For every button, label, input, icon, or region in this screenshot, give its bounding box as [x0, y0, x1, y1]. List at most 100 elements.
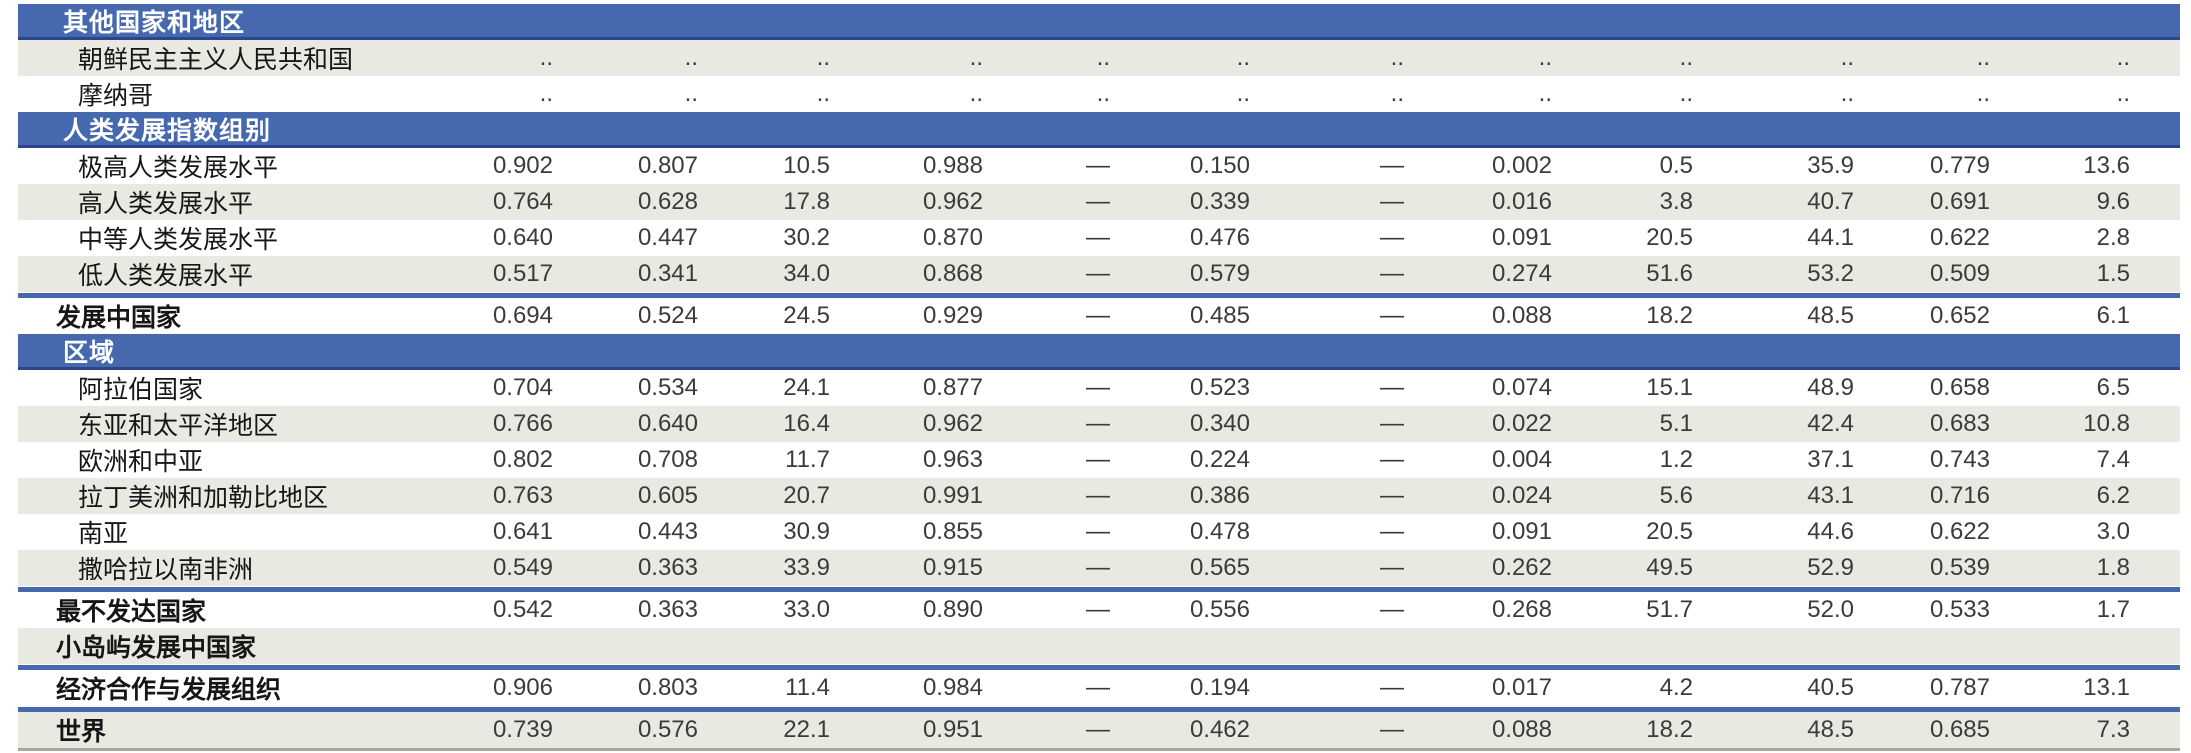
row-label: 阿拉伯国家: [78, 376, 204, 404]
value-cell: 13.6: [2083, 152, 2130, 179]
value-cell: ..: [1679, 80, 1693, 107]
value-cell: ..: [816, 44, 830, 71]
value-cell: 17.8: [783, 188, 830, 215]
value-cell: 20.7: [783, 482, 830, 509]
value-cell: —: [1086, 224, 1110, 251]
value-cell: 48.5: [1807, 716, 1854, 743]
row-label: 南亚: [78, 520, 129, 548]
row-label: 撒哈拉以南非洲: [78, 556, 254, 584]
value-cell: 0.640: [637, 410, 698, 437]
value-cell: —: [1086, 482, 1110, 509]
value-cell: 0.743: [1929, 446, 1990, 473]
value-cell: 51.6: [1646, 260, 1693, 287]
value-cell: —: [1086, 674, 1110, 701]
blue-separator-rule: [18, 665, 2180, 670]
value-cell: 11.4: [785, 674, 830, 701]
value-cell: 15.1: [1646, 374, 1693, 401]
value-cell: —: [1380, 224, 1404, 251]
value-cell: 0.622: [1929, 518, 1990, 545]
value-cell: —: [1380, 596, 1404, 623]
value-cell: ..: [1390, 80, 1404, 107]
value-cell: ..: [684, 44, 698, 71]
value-cell: 0.091: [1491, 518, 1552, 545]
value-cell: 0.988: [922, 152, 983, 179]
value-cell: 0.549: [492, 554, 553, 581]
section-title: 其他国家和地区: [63, 8, 246, 37]
value-cell: 0.088: [1491, 716, 1552, 743]
value-cell: ..: [1236, 44, 1250, 71]
value-cell: 7.3: [2096, 716, 2130, 743]
value-cell: 0.5: [1659, 152, 1693, 179]
value-cell: 0.764: [492, 188, 553, 215]
value-cell: 0.605: [637, 482, 698, 509]
value-cell: ..: [1390, 44, 1404, 71]
value-cell: 0.807: [637, 152, 698, 179]
value-cell: 9.6: [2096, 188, 2130, 215]
value-cell: 0.902: [492, 152, 553, 179]
value-cell: 37.1: [1807, 446, 1854, 473]
value-cell: 0.683: [1929, 410, 1990, 437]
row-label: 高人类发展水平: [78, 190, 254, 218]
value-cell: ..: [1096, 80, 1110, 107]
value-cell: ..: [1538, 80, 1552, 107]
value-cell: 0.906: [492, 674, 553, 701]
value-cell: —: [1086, 302, 1110, 329]
value-cell: ..: [1840, 80, 1854, 107]
value-cell: 0.517: [492, 260, 553, 287]
statistics-table: 其他国家和地区朝鲜民主主义人民共和国......................…: [18, 4, 2180, 751]
value-cell: 16.4: [783, 410, 830, 437]
value-cell: 0.787: [1929, 674, 1990, 701]
value-cell: 0.685: [1929, 716, 1990, 743]
value-cell: ..: [1976, 80, 1990, 107]
value-cell: 2.8: [2096, 224, 2130, 251]
value-cell: 0.363: [637, 596, 698, 623]
row-label: 极高人类发展水平: [78, 154, 279, 182]
value-cell: 33.0: [783, 596, 830, 623]
value-cell: 0.478: [1189, 518, 1250, 545]
section-header-row: 人类发展指数组别: [18, 112, 2180, 148]
row-label: 欧洲和中亚: [78, 448, 204, 476]
section-title: 区域: [63, 338, 116, 367]
value-cell: 0.016: [1491, 188, 1552, 215]
value-cell: 0.340: [1189, 410, 1250, 437]
row-label: 朝鲜民主主义人民共和国: [78, 46, 354, 74]
value-cell: 0.855: [922, 518, 983, 545]
row-label: 中等人类发展水平: [78, 226, 279, 254]
value-cell: 53.2: [1807, 260, 1854, 287]
value-cell: 0.509: [1929, 260, 1990, 287]
value-cell: 5.6: [1659, 482, 1693, 509]
value-cell: 0.658: [1929, 374, 1990, 401]
value-cell: 0.652: [1929, 302, 1990, 329]
value-cell: —: [1086, 152, 1110, 179]
value-cell: 42.4: [1807, 410, 1854, 437]
value-cell: 49.5: [1646, 554, 1693, 581]
value-cell: 0.339: [1189, 188, 1250, 215]
row-label: 摩纳哥: [78, 82, 154, 110]
value-cell: —: [1380, 446, 1404, 473]
row-label: 东亚和太平洋地区: [78, 412, 279, 440]
value-cell: 0.542: [492, 596, 553, 623]
value-cell: 24.5: [783, 302, 830, 329]
value-cell: 22.1: [783, 716, 830, 743]
value-cell: 0.962: [922, 188, 983, 215]
value-cell: 6.1: [2096, 302, 2130, 329]
value-cell: 0.766: [492, 410, 553, 437]
value-cell: 7.4: [2096, 446, 2130, 473]
value-cell: 0.074: [1491, 374, 1552, 401]
value-cell: 18.2: [1646, 716, 1693, 743]
value-cell: 40.5: [1807, 674, 1854, 701]
value-cell: 3.0: [2096, 518, 2130, 545]
table-row: 朝鲜民主主义人民共和国........................: [18, 40, 2180, 76]
value-cell: 52.9: [1807, 554, 1854, 581]
value-cell: —: [1086, 554, 1110, 581]
value-cell: —: [1380, 716, 1404, 743]
value-cell: 0.868: [922, 260, 983, 287]
value-cell: 0.763: [492, 482, 553, 509]
value-cell: 40.7: [1807, 188, 1854, 215]
value-cell: 0.641: [492, 518, 553, 545]
value-cell: —: [1380, 554, 1404, 581]
value-cell: 20.5: [1646, 224, 1693, 251]
value-cell: 0.691: [1929, 188, 1990, 215]
value-cell: 1.2: [1659, 446, 1693, 473]
value-cell: 0.704: [492, 374, 553, 401]
